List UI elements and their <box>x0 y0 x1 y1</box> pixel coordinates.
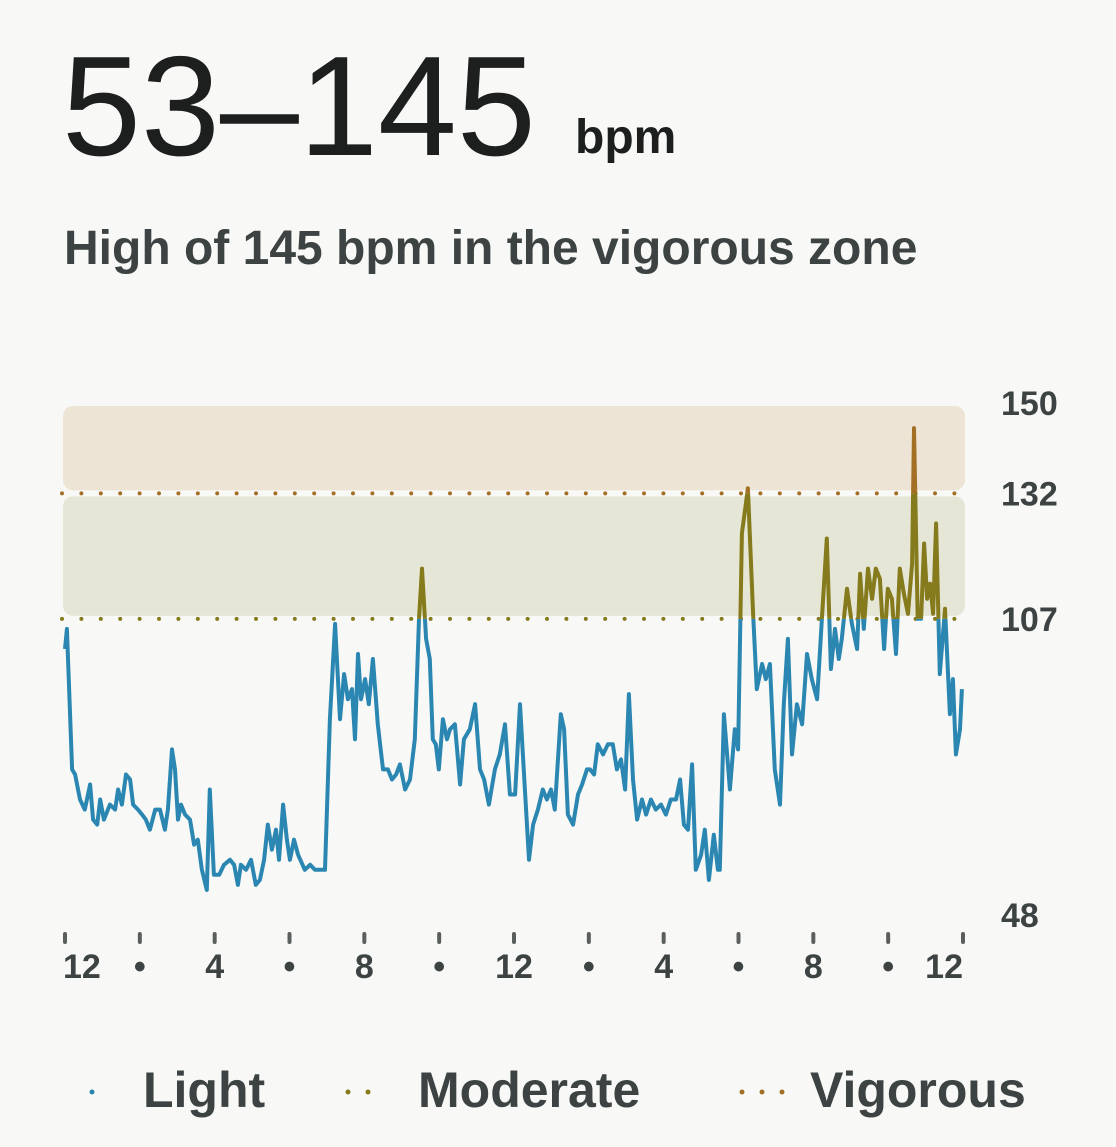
x-tick-label: 12 <box>925 948 963 986</box>
unit: bpm <box>575 111 676 164</box>
x-tick-label: • <box>284 948 296 986</box>
zone-band <box>63 406 965 491</box>
legend-marker <box>759 1089 765 1095</box>
x-tick-label: 12 <box>63 948 101 986</box>
x-tick-label: • <box>134 948 146 986</box>
legend-marker <box>345 1089 351 1095</box>
legend-marker <box>365 1089 371 1095</box>
y-tick-label: 150 <box>1001 385 1058 423</box>
x-tick-label: • <box>583 948 595 986</box>
legend-marker <box>739 1089 745 1095</box>
x-tick-label: 4 <box>205 948 224 986</box>
x-tick-label: • <box>433 948 445 986</box>
range: 53–145 <box>62 27 536 186</box>
legend-label: Vigorous <box>810 1062 1026 1118</box>
x-tick-label: 12 <box>495 948 533 986</box>
x-tick-label: 8 <box>804 948 823 986</box>
legend-label: Moderate <box>418 1062 640 1118</box>
legend-marker <box>779 1089 785 1095</box>
subtitle: High of 145 bpm in the vigorous zone <box>64 222 917 275</box>
x-tick-label: 4 <box>654 948 673 986</box>
legend-label: Light <box>143 1062 266 1118</box>
legend-marker <box>89 1089 95 1095</box>
x-tick-label: • <box>882 948 894 986</box>
heart-rate-line <box>63 618 964 892</box>
y-tick-label: 132 <box>1001 475 1058 513</box>
x-tick-label: • <box>733 948 745 986</box>
y-tick-label: 48 <box>1001 897 1039 935</box>
y-tick-label: 107 <box>1001 601 1058 639</box>
x-tick-label: 8 <box>355 948 374 986</box>
